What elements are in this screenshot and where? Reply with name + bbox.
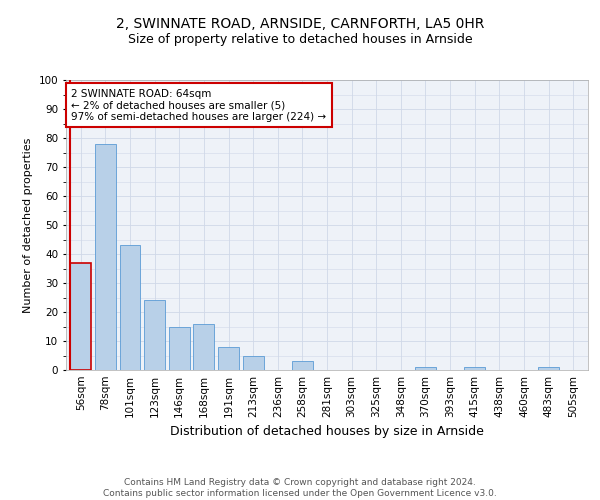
Bar [144, 300, 165, 370]
X-axis label: Distribution of detached houses by size in Arnside: Distribution of detached houses by size … [170, 426, 484, 438]
Bar [218, 347, 239, 370]
Y-axis label: Number of detached properties: Number of detached properties [23, 138, 33, 312]
Bar [242, 356, 263, 370]
Bar [119, 246, 140, 370]
Bar [464, 367, 485, 370]
Bar [292, 362, 313, 370]
Bar [538, 367, 559, 370]
Text: Contains HM Land Registry data © Crown copyright and database right 2024.
Contai: Contains HM Land Registry data © Crown c… [103, 478, 497, 498]
Text: 2 SWINNATE ROAD: 64sqm
← 2% of detached houses are smaller (5)
97% of semi-detac: 2 SWINNATE ROAD: 64sqm ← 2% of detached … [71, 88, 326, 122]
Text: Size of property relative to detached houses in Arnside: Size of property relative to detached ho… [128, 32, 472, 46]
Bar [193, 324, 214, 370]
Bar [95, 144, 116, 370]
Bar [70, 262, 91, 370]
Text: 2, SWINNATE ROAD, ARNSIDE, CARNFORTH, LA5 0HR: 2, SWINNATE ROAD, ARNSIDE, CARNFORTH, LA… [116, 18, 484, 32]
Bar [169, 326, 190, 370]
Bar [415, 367, 436, 370]
